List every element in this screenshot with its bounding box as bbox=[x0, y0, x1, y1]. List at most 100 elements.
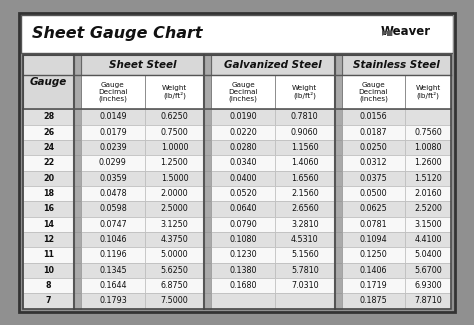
Bar bbox=[405, 155, 451, 171]
Bar bbox=[342, 140, 405, 155]
Text: 1.0080: 1.0080 bbox=[414, 143, 442, 152]
Bar bbox=[81, 247, 145, 263]
Text: 0.1406: 0.1406 bbox=[360, 266, 387, 275]
Bar bbox=[204, 155, 211, 171]
Text: 7: 7 bbox=[46, 296, 51, 306]
Bar bbox=[74, 247, 81, 263]
Bar bbox=[275, 263, 335, 278]
Bar bbox=[21, 15, 453, 53]
Text: Sheet Gauge Chart: Sheet Gauge Chart bbox=[32, 26, 203, 41]
Text: 0.0239: 0.0239 bbox=[99, 143, 127, 152]
Bar bbox=[204, 171, 211, 186]
Bar bbox=[275, 75, 335, 109]
Bar bbox=[23, 263, 74, 278]
Bar bbox=[145, 75, 204, 109]
Bar bbox=[275, 216, 335, 232]
Bar bbox=[145, 263, 204, 278]
Text: 6.8750: 6.8750 bbox=[161, 281, 188, 290]
Bar bbox=[405, 186, 451, 201]
Text: 0.6250: 0.6250 bbox=[161, 112, 188, 122]
Bar bbox=[342, 171, 405, 186]
Text: 11: 11 bbox=[43, 250, 54, 259]
Bar bbox=[23, 55, 74, 109]
Text: 7.0310: 7.0310 bbox=[291, 281, 319, 290]
Text: Gauge: Gauge bbox=[30, 77, 67, 87]
Text: 1.2500: 1.2500 bbox=[161, 158, 188, 167]
Bar bbox=[335, 278, 342, 293]
Bar bbox=[335, 155, 342, 171]
Text: 0.0500: 0.0500 bbox=[360, 189, 387, 198]
Text: 0.7810: 0.7810 bbox=[291, 112, 319, 122]
Text: 7.8710: 7.8710 bbox=[414, 296, 442, 306]
Text: 0.0149: 0.0149 bbox=[99, 112, 127, 122]
Bar bbox=[275, 247, 335, 263]
Bar bbox=[275, 140, 335, 155]
Bar bbox=[74, 155, 81, 171]
Text: 5.1560: 5.1560 bbox=[291, 250, 319, 259]
Bar bbox=[405, 140, 451, 155]
Text: 5.0000: 5.0000 bbox=[161, 250, 188, 259]
Bar bbox=[211, 186, 275, 201]
Bar bbox=[275, 186, 335, 201]
Text: ▶■: ▶■ bbox=[383, 30, 394, 36]
Text: 0.0781: 0.0781 bbox=[360, 220, 387, 229]
Bar bbox=[74, 124, 81, 140]
Text: 5.7810: 5.7810 bbox=[291, 266, 319, 275]
Text: 2.1560: 2.1560 bbox=[291, 189, 319, 198]
Bar bbox=[335, 109, 342, 124]
Bar bbox=[23, 109, 74, 124]
Text: 0.0190: 0.0190 bbox=[229, 112, 257, 122]
Text: 0.0299: 0.0299 bbox=[99, 158, 127, 167]
Bar bbox=[275, 124, 335, 140]
Bar bbox=[81, 55, 204, 75]
Bar bbox=[211, 232, 275, 247]
Text: 5.6250: 5.6250 bbox=[161, 266, 189, 275]
Bar bbox=[145, 216, 204, 232]
Bar bbox=[342, 216, 405, 232]
Bar bbox=[405, 263, 451, 278]
Text: 3.1250: 3.1250 bbox=[161, 220, 188, 229]
Text: 22: 22 bbox=[43, 158, 55, 167]
Bar bbox=[275, 155, 335, 171]
Bar bbox=[211, 216, 275, 232]
Bar bbox=[81, 232, 145, 247]
Bar bbox=[405, 124, 451, 140]
Bar bbox=[23, 293, 74, 308]
Text: 2.0160: 2.0160 bbox=[414, 189, 442, 198]
Text: 0.0359: 0.0359 bbox=[99, 174, 127, 183]
Text: 1.4060: 1.4060 bbox=[291, 158, 319, 167]
Bar bbox=[145, 247, 204, 263]
Bar bbox=[23, 278, 74, 293]
Text: 0.0220: 0.0220 bbox=[229, 128, 257, 137]
Bar bbox=[342, 109, 405, 124]
Bar bbox=[275, 293, 335, 308]
Text: 0.1345: 0.1345 bbox=[99, 266, 127, 275]
Bar bbox=[23, 155, 74, 171]
Text: 8: 8 bbox=[46, 281, 52, 290]
Bar bbox=[335, 124, 342, 140]
Bar bbox=[81, 171, 145, 186]
Bar bbox=[204, 278, 211, 293]
Bar bbox=[81, 140, 145, 155]
Bar bbox=[342, 201, 405, 216]
Bar bbox=[81, 75, 145, 109]
Text: 26: 26 bbox=[43, 128, 54, 137]
Bar bbox=[275, 201, 335, 216]
Text: 14: 14 bbox=[43, 220, 54, 229]
Text: 3.1500: 3.1500 bbox=[414, 220, 442, 229]
Text: 0.1644: 0.1644 bbox=[99, 281, 127, 290]
Bar bbox=[342, 247, 405, 263]
Bar bbox=[145, 124, 204, 140]
Bar bbox=[81, 201, 145, 216]
Text: 0.0640: 0.0640 bbox=[229, 204, 257, 214]
Bar bbox=[211, 171, 275, 186]
Bar bbox=[211, 201, 275, 216]
Bar bbox=[342, 155, 405, 171]
Bar bbox=[74, 140, 81, 155]
Text: 2.6560: 2.6560 bbox=[291, 204, 319, 214]
Text: 5.6700: 5.6700 bbox=[414, 266, 442, 275]
Text: 1.1560: 1.1560 bbox=[291, 143, 319, 152]
Bar bbox=[335, 201, 342, 216]
Bar bbox=[342, 75, 405, 109]
Text: 2.5000: 2.5000 bbox=[161, 204, 188, 214]
